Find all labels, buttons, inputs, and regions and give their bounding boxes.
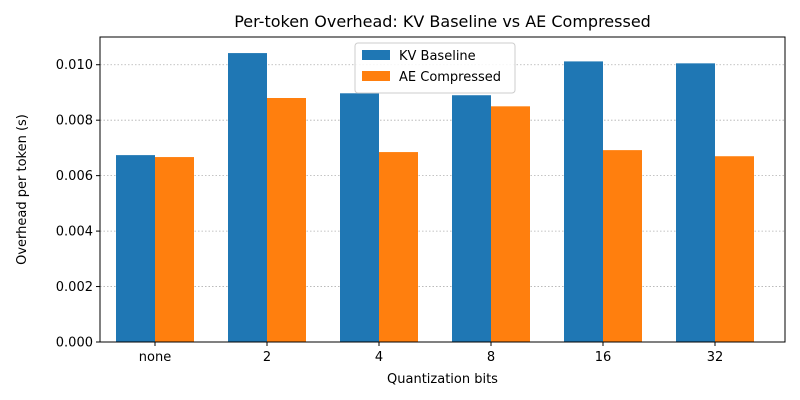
- chart-title: Per-token Overhead: KV Baseline vs AE Co…: [234, 12, 651, 31]
- x-tick-label: 2: [263, 350, 271, 365]
- x-tick-label: 16: [595, 350, 612, 365]
- bar-kv-baseline-8: [452, 95, 491, 343]
- y-tick-label: 0.010: [56, 58, 93, 73]
- bar-kv-baseline-none: [116, 155, 155, 342]
- x-axis-ticks: none 2 4 8 16 32: [139, 342, 723, 365]
- legend: KV Baseline AE Compressed: [354, 42, 516, 94]
- bar-ae-compressed-16: [603, 150, 642, 342]
- x-tick-label: 4: [375, 350, 383, 365]
- legend-label: AE Compressed: [399, 70, 501, 85]
- legend-swatch: [362, 71, 390, 81]
- y-tick-label: 0.004: [56, 225, 93, 240]
- bar-kv-baseline-2: [228, 53, 267, 342]
- bar-ae-compressed-8: [491, 106, 530, 343]
- y-tick-label: 0.008: [56, 114, 93, 129]
- bar-kv-baseline-4: [340, 93, 379, 342]
- legend-box: [354, 42, 516, 94]
- bars: [116, 53, 754, 343]
- y-axis-label: Overhead per token (s): [15, 114, 30, 265]
- legend-label: KV Baseline: [399, 49, 476, 64]
- bar-kv-baseline-16: [564, 61, 603, 343]
- plot-frame: [99, 36, 786, 343]
- bar-ae-compressed-32: [715, 156, 754, 342]
- y-axis-ticks: 0.000 0.002 0.004 0.006 0.008 0.010: [56, 58, 100, 351]
- x-tick-label: 8: [487, 350, 495, 365]
- bar-kv-baseline-32: [676, 63, 715, 342]
- x-axis-label: Quantization bits: [387, 372, 498, 387]
- x-tick-label: none: [139, 350, 171, 365]
- bar-ae-compressed-none: [155, 157, 194, 342]
- x-tick-label: 32: [707, 350, 724, 365]
- y-tick-label: 0.000: [56, 336, 93, 351]
- bar-ae-compressed-4: [379, 152, 418, 342]
- y-tick-label: 0.002: [56, 280, 93, 295]
- bar-ae-compressed-2: [267, 98, 306, 342]
- y-tick-label: 0.006: [56, 169, 93, 184]
- legend-swatch: [362, 50, 390, 60]
